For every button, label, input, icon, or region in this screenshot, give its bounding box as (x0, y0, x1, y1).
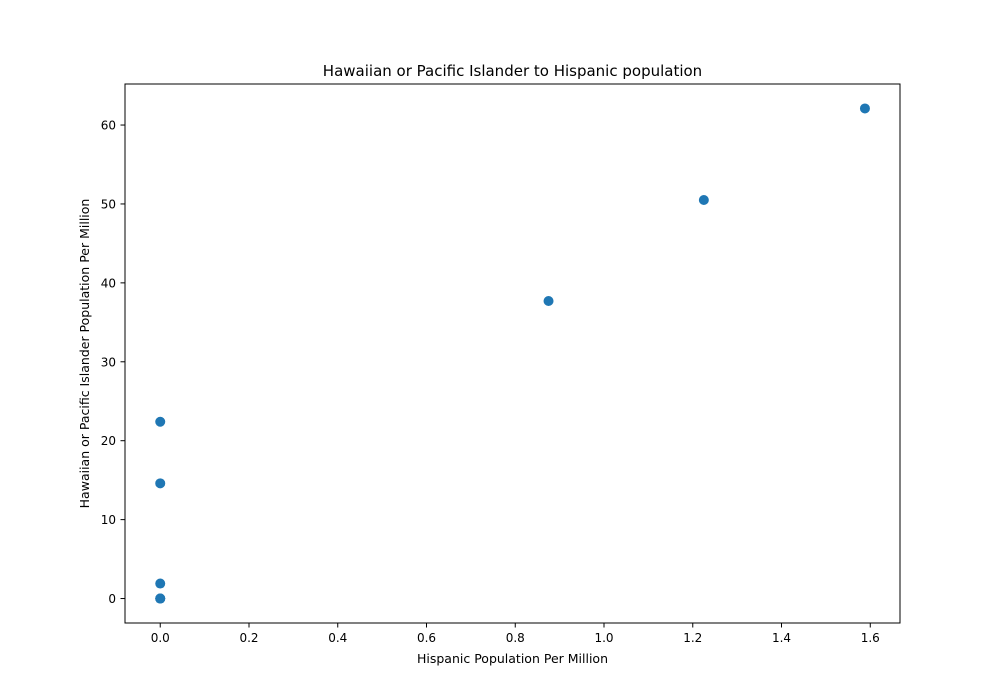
x-tick-label: 0.4 (328, 631, 347, 645)
x-tick-label: 0.6 (417, 631, 436, 645)
x-tick-label: 0.2 (239, 631, 258, 645)
points-layer (155, 103, 870, 604)
y-axis: 0 10 20 30 40 50 60 (101, 119, 125, 606)
data-point (155, 593, 166, 604)
y-tick-label: 40 (101, 276, 116, 290)
data-point (859, 103, 870, 114)
x-tick-label: 1.0 (594, 631, 613, 645)
data-point (698, 195, 709, 206)
y-tick-label: 30 (101, 355, 116, 369)
data-point (543, 296, 554, 307)
y-tick-label: 50 (101, 197, 116, 211)
y-tick-label: 20 (101, 434, 116, 448)
x-tick-label: 0.8 (506, 631, 525, 645)
x-axis-label: Hispanic Population Per Million (417, 651, 608, 666)
chart-title: Hawaiian or Pacific Islander to Hispanic… (323, 62, 702, 80)
y-axis-label: Hawaiian or Pacific Islander Population … (77, 199, 92, 509)
y-tick-label: 0 (108, 592, 116, 606)
x-tick-label: 1.6 (861, 631, 880, 645)
x-tick-label: 0.0 (151, 631, 170, 645)
plot-area-frame (124, 83, 901, 624)
y-tick-label: 60 (101, 119, 116, 133)
data-point (155, 478, 166, 489)
y-tick-label: 10 (101, 513, 116, 527)
data-point (155, 578, 166, 589)
x-tick-label: 1.2 (683, 631, 702, 645)
x-axis: 0.0 0.2 0.4 0.6 0.8 1.0 1.2 1.4 1.6 (151, 623, 880, 645)
x-tick-label: 1.4 (772, 631, 791, 645)
data-point (155, 416, 166, 427)
